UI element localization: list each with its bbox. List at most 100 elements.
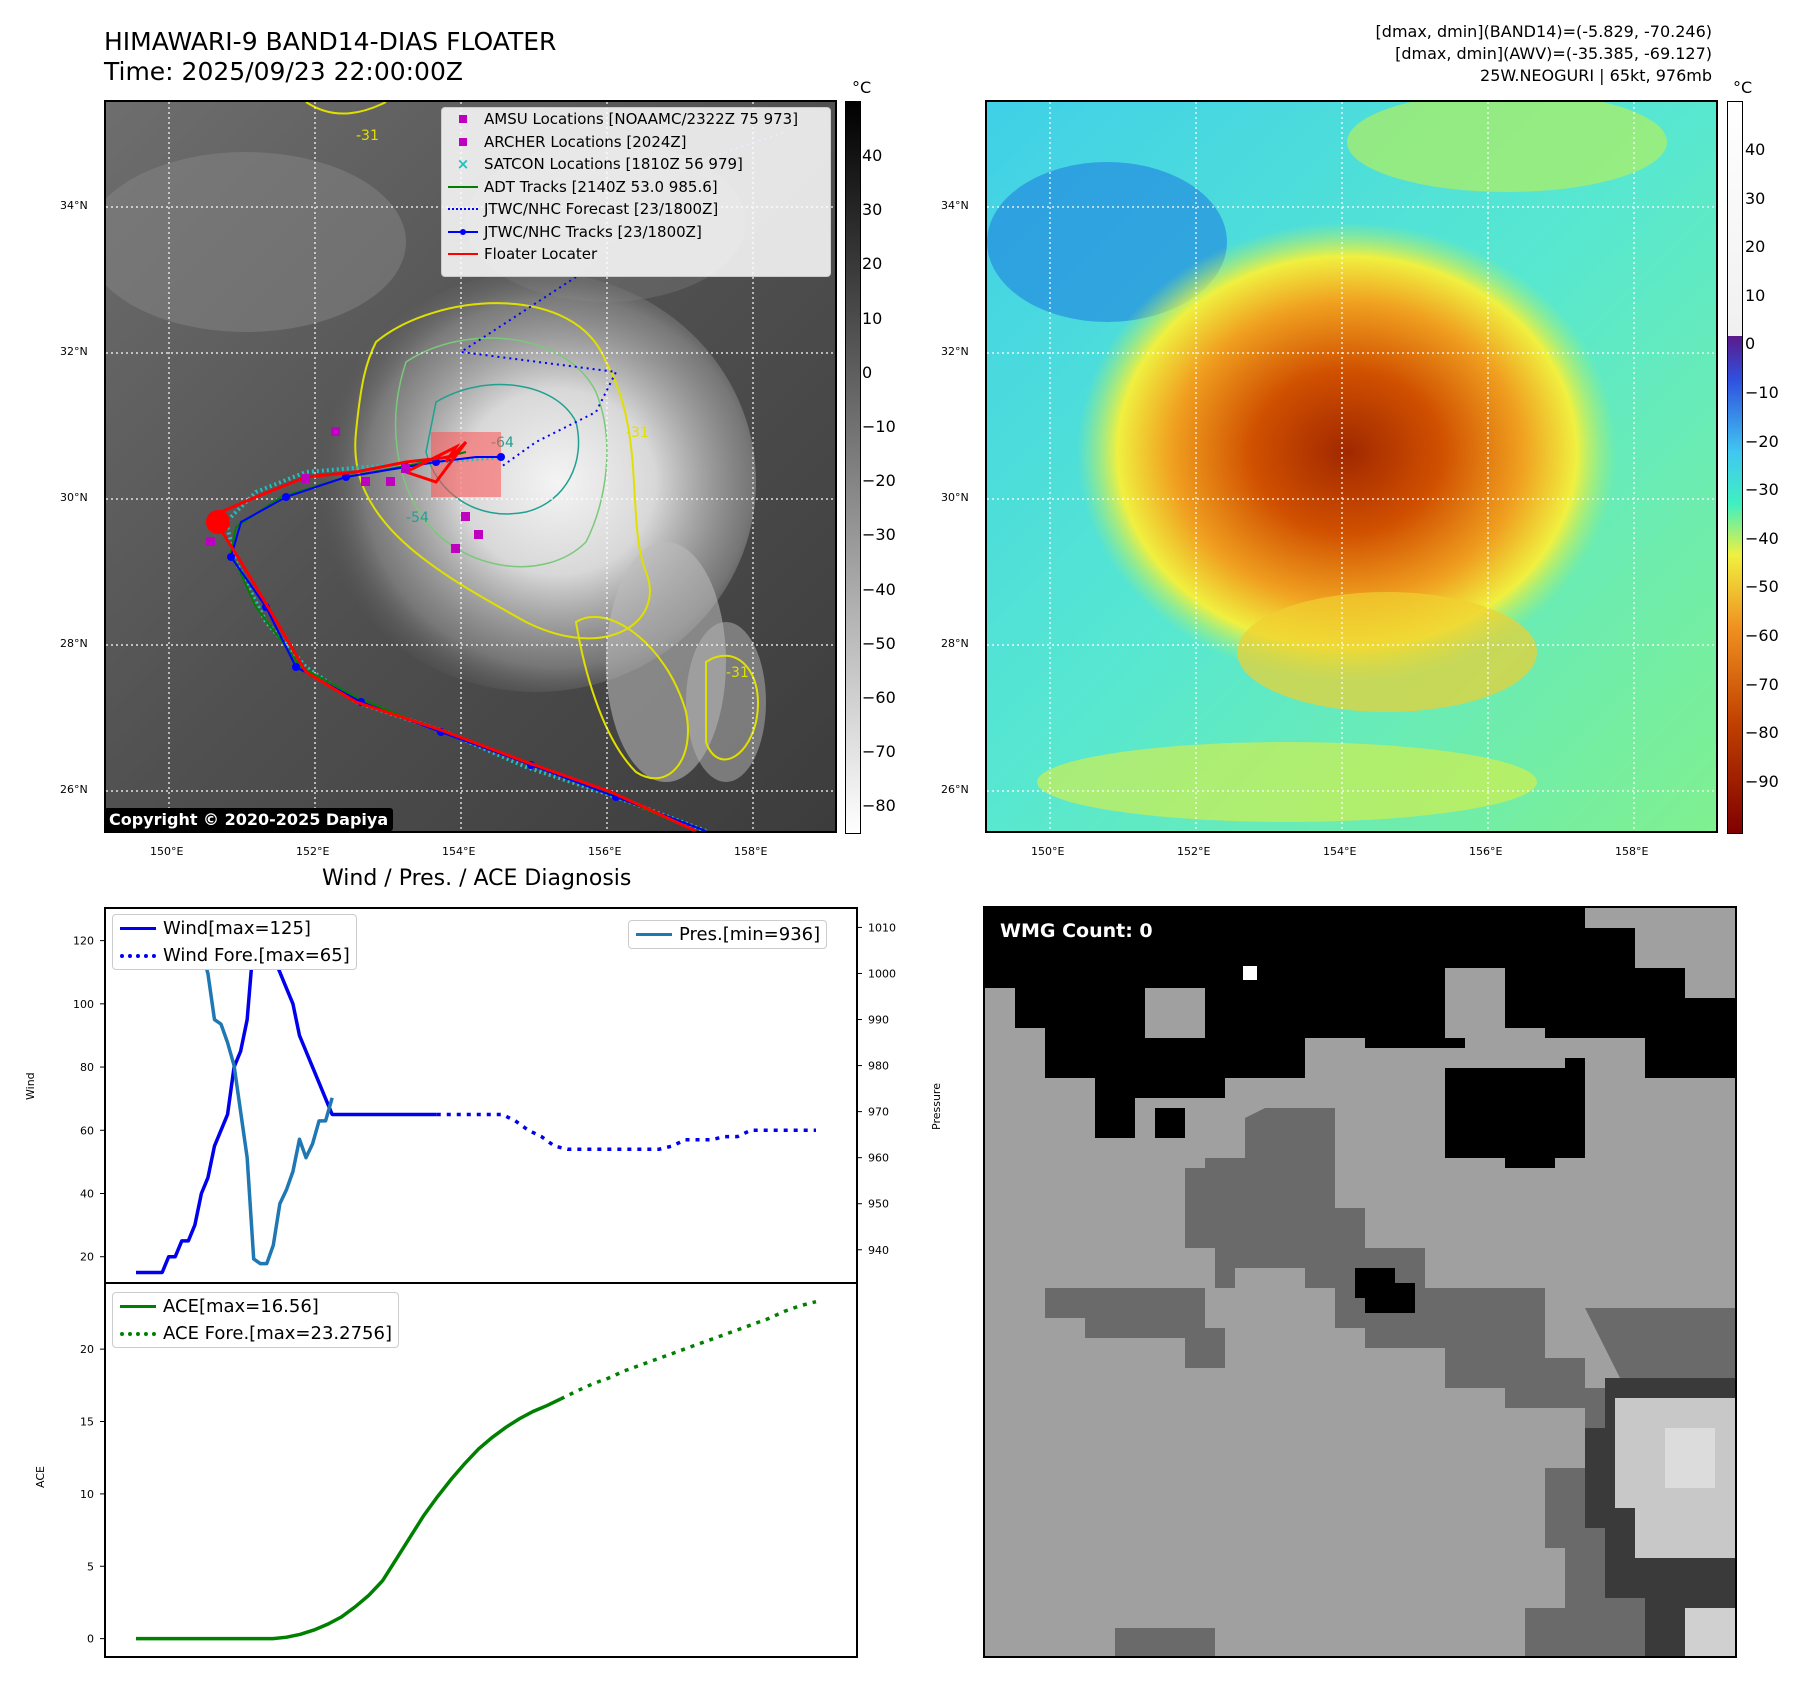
colorbar-tick: −80 [862, 796, 896, 816]
wv-map [985, 100, 1718, 833]
pressure-tick-label: 1010 [868, 921, 896, 934]
legend-item-jtwc-forecast: JTWC/NHC Forecast [23/1800Z] [442, 198, 830, 221]
legend-item-jtwc-tracks: JTWC/NHC Tracks [23/1800Z] [442, 221, 830, 244]
colorbar-tick: −70 [862, 742, 896, 762]
lon-label: 156°E [1469, 845, 1503, 858]
lon-label: 150°E [1031, 845, 1065, 858]
pressure-tick-label: 980 [868, 1060, 889, 1073]
wind-tick-label: 80 [80, 1061, 94, 1074]
ir-colorbar [845, 101, 861, 834]
pressure-axis-label: Pressure [930, 1083, 943, 1130]
pressure-tick-label: 970 [868, 1106, 889, 1119]
ace-chart: 0 5 10 15 20 [80, 1282, 858, 1658]
colorbar-tick: −90 [1745, 771, 1779, 791]
floater-box [431, 432, 501, 497]
satcon-track [223, 455, 707, 831]
colorbar-tick: −50 [862, 633, 896, 653]
jtwc-forecast-track [458, 276, 618, 468]
legend-item-pressure: Pres.[min=936] [629, 921, 826, 948]
lat-label: 28°N [60, 637, 88, 650]
ace-tick-label: 10 [80, 1488, 94, 1501]
wind-line [136, 923, 437, 1275]
lon-label: 154°E [1323, 845, 1357, 858]
colorbar-tick: 10 [1745, 285, 1766, 305]
band14-range: [dmax, dmin](BAND14)=(-5.829, -70.246) [1375, 22, 1712, 41]
lon-label: 156°E [588, 845, 622, 858]
contour-label: -54 [406, 510, 429, 526]
ace-forecast-line [559, 1300, 817, 1401]
colorbar-tick: 0 [862, 362, 873, 382]
ace-tick-label: 15 [80, 1416, 94, 1429]
pressure-tick-label: 990 [868, 1014, 889, 1027]
chart-title: Wind / Pres. / ACE Diagnosis [322, 866, 632, 891]
pressure-tick-label: 940 [868, 1244, 889, 1257]
colorbar-tick: 0 [1745, 334, 1756, 354]
ace-tick-label: 20 [80, 1343, 94, 1356]
lat-label: 28°N [941, 637, 969, 650]
wind-pressure-plot: 20 40 60 80 100 120 940 950 960 970 980 990 1000 1010 [73, 916, 896, 1275]
colorbar-tick: 30 [862, 200, 883, 220]
wind-tick-label: 120 [73, 935, 94, 948]
legend-item-ace: ACE[max=16.56] [113, 1293, 398, 1320]
colorbar-tick: 10 [862, 308, 883, 328]
lat-label: 30°N [60, 491, 88, 504]
pressure-tick-label: 1000 [868, 967, 896, 980]
wv-colorbar-unit: °C [1733, 78, 1753, 97]
wind-legend: Wind[max=125] Wind Fore.[max=65] [112, 914, 357, 970]
legend-item-archer: ARCHER Locations [2024Z] [442, 131, 830, 154]
wind-tick-label: 20 [80, 1251, 94, 1264]
lon-label: 158°E [734, 845, 768, 858]
wv-map-image [987, 102, 1716, 831]
wind-axis-label: Wind [24, 1072, 37, 1100]
lon-label: 154°E [442, 845, 476, 858]
colorbar-tick: −40 [862, 579, 896, 599]
colorbar-tick: −50 [1745, 577, 1779, 597]
contour-label: -31 [356, 128, 379, 144]
wind-forecast-line [436, 1112, 816, 1151]
wv-colorbar [1727, 101, 1743, 834]
wind-tick-label: 60 [80, 1124, 94, 1137]
ir-legend: AMSU Locations [NOAAMC/2322Z 75 973] ARC… [441, 107, 831, 277]
colorbar-tick: −10 [1745, 383, 1779, 402]
legend-item-wind: Wind[max=125] [113, 915, 356, 942]
lat-label: 26°N [60, 783, 88, 796]
colorbar-tick: −10 [862, 417, 896, 436]
storm-info: 25W.NEOGURI | 65kt, 976mb [1480, 66, 1712, 85]
pressure-tick-label: 950 [868, 1198, 889, 1211]
colorbar-tick: 30 [1745, 188, 1766, 208]
contour-label: -31 [626, 425, 649, 441]
legend-item-amsu: AMSU Locations [NOAAMC/2322Z 75 973] [442, 108, 830, 131]
ace-tick-label: 0 [87, 1633, 94, 1646]
ace-axis-label: ACE [34, 1466, 47, 1488]
ace-tick-label: 5 [87, 1560, 94, 1573]
ir-colorbar-unit: °C [852, 78, 872, 97]
lat-label: 34°N [941, 199, 969, 212]
colorbar-tick: −60 [862, 688, 896, 707]
lat-label: 26°N [941, 783, 969, 796]
colorbar-tick: 40 [1745, 140, 1766, 159]
colorbar-tick: −40 [1745, 528, 1779, 548]
pressure-legend: Pres.[min=936] [628, 920, 828, 949]
colorbar-tick: 40 [862, 146, 883, 165]
ace-plot: 0 5 10 15 20 [80, 1300, 817, 1646]
lat-label: 30°N [941, 491, 969, 504]
colorbar-tick: 20 [1745, 237, 1766, 257]
floater-track [214, 440, 697, 831]
lon-label: 152°E [296, 845, 330, 858]
wind-tick-label: 100 [73, 998, 94, 1011]
wind-tick-label: 40 [80, 1187, 94, 1200]
copyright-badge: Copyright © 2020-2025 Dapiya [104, 808, 394, 831]
pressure-tick-label: 960 [868, 1152, 889, 1165]
colorbar-tick: −70 [1745, 674, 1779, 694]
lon-label: 150°E [150, 845, 184, 858]
lat-label: 34°N [60, 199, 88, 212]
wind-pressure-chart: 20 40 60 80 100 120 940 950 960 970 980 990 1000 1010 [73, 907, 896, 1284]
legend-item-wind-forecast: Wind Fore.[max=65] [113, 942, 356, 969]
lon-label: 158°E [1615, 845, 1649, 858]
ace-line [136, 1397, 562, 1641]
colorbar-tick: −80 [1745, 723, 1779, 743]
lat-label: 32°N [60, 345, 88, 358]
colorbar-tick: −20 [862, 471, 896, 491]
wmg-image [985, 908, 1735, 1656]
colorbar-tick: 20 [862, 254, 883, 274]
